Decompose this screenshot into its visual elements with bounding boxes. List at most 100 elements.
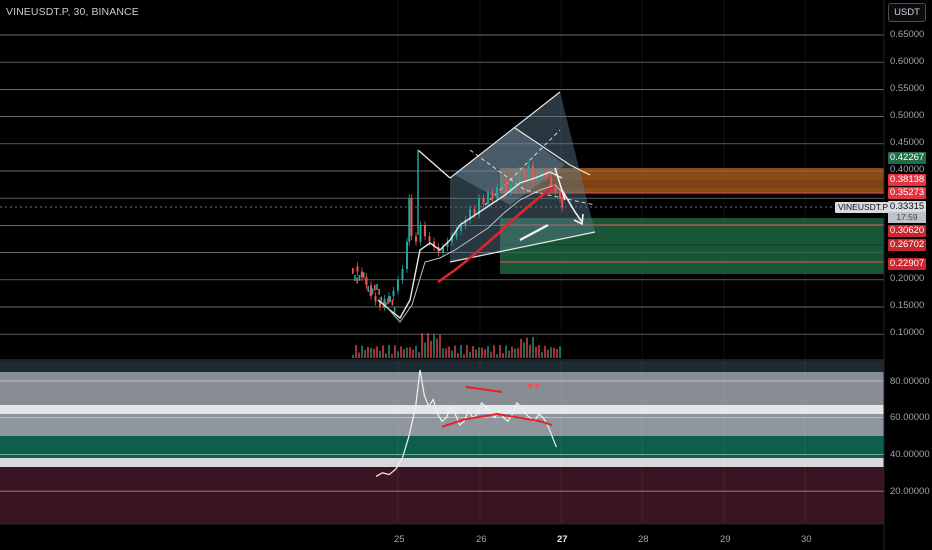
channel-left-wing xyxy=(417,149,451,179)
candle-body xyxy=(419,225,422,242)
volume-bar xyxy=(553,347,555,358)
volume-bar xyxy=(370,348,372,358)
divergence-marker-icon xyxy=(534,384,540,389)
time-axis-label: 30 xyxy=(801,534,812,545)
volume-bar xyxy=(496,354,498,358)
volume-bar xyxy=(517,348,519,358)
volume-bar xyxy=(523,342,525,358)
volume-bar xyxy=(394,345,396,358)
candle-body xyxy=(446,241,449,248)
volume-bar xyxy=(388,345,390,358)
volume-bar xyxy=(511,346,513,358)
volume-bar xyxy=(406,347,408,358)
candle-body xyxy=(424,225,426,237)
oscillator-upper-zone xyxy=(0,372,884,405)
volume-bar xyxy=(358,352,360,358)
volume-bar xyxy=(373,348,375,358)
candle-body xyxy=(541,171,543,177)
early-candle xyxy=(391,299,394,306)
time-axis-label: 28 xyxy=(638,534,649,545)
volume-bar xyxy=(529,344,531,358)
time-axis-label: 25 xyxy=(394,534,405,545)
volume-bar xyxy=(367,347,369,358)
currency-button[interactable]: USDT xyxy=(888,3,926,22)
early-candle xyxy=(378,288,380,295)
early-candle xyxy=(352,268,354,274)
volume-bar xyxy=(502,353,504,358)
bar-countdown: 17:59 xyxy=(888,212,926,223)
early-candle xyxy=(376,284,378,291)
candle-body xyxy=(496,187,498,199)
volume-bar xyxy=(355,345,357,358)
volume-bar xyxy=(556,349,558,358)
volume-bar xyxy=(457,353,459,358)
volume-bar xyxy=(463,354,465,358)
last-price-tag: 0.33315 xyxy=(888,201,926,213)
ma-white xyxy=(377,171,563,320)
candle-body xyxy=(523,171,525,177)
candle-body xyxy=(437,247,440,253)
volume-bar xyxy=(427,333,429,358)
oscillator-white-band xyxy=(0,405,884,414)
volume-bar xyxy=(547,349,549,358)
oscillator-green-zone xyxy=(0,436,884,458)
candle-body xyxy=(410,198,413,237)
symbol-price-label: VINEUSDT.P xyxy=(835,202,892,213)
volume-bar xyxy=(472,346,474,358)
oscillator-lower-white-band xyxy=(0,458,884,467)
oscillator-signal xyxy=(441,413,553,428)
volume-bar xyxy=(364,350,366,358)
take-profit-upper-tag: 0.38138 xyxy=(888,174,926,186)
projection-curve xyxy=(519,223,549,242)
early-candle xyxy=(385,301,387,308)
volume-bar xyxy=(361,345,363,358)
candle-body xyxy=(460,225,462,231)
volume-bar xyxy=(514,348,516,358)
candle-body xyxy=(442,247,444,253)
volume-bar xyxy=(466,345,468,358)
volume-bar xyxy=(397,351,399,358)
volume-bars xyxy=(352,333,561,358)
price-axis-label: 0.10000 xyxy=(890,327,925,338)
volume-bar xyxy=(433,333,435,358)
early-candle xyxy=(393,306,396,313)
stop-loss-lower-tag: 0.22907 xyxy=(888,258,926,270)
ma-red xyxy=(437,184,556,284)
candle-body xyxy=(505,181,507,193)
price-axis-label: 0.40000 xyxy=(890,164,925,175)
candle-body xyxy=(415,236,417,242)
candle-body xyxy=(401,268,404,280)
volume-bar xyxy=(475,349,477,358)
price-axis-label: 0.15000 xyxy=(890,300,925,311)
time-axis-label: 26 xyxy=(476,534,487,545)
volume-bar xyxy=(400,346,402,358)
volume-bar xyxy=(508,350,510,358)
projection-arrow xyxy=(561,189,583,223)
volume-bar xyxy=(532,337,534,358)
volume-bar xyxy=(442,348,444,358)
volume-bar xyxy=(481,347,483,358)
volume-bar xyxy=(403,349,405,358)
candle-body xyxy=(487,192,489,204)
candle-body xyxy=(469,209,471,220)
candle-body xyxy=(383,298,386,307)
volume-bar xyxy=(445,348,447,358)
volume-bar xyxy=(538,345,540,358)
volume-bar xyxy=(487,346,489,358)
volume-bar xyxy=(499,345,501,358)
early-candle xyxy=(354,275,356,282)
channel-pattern xyxy=(450,92,595,262)
volume-bar xyxy=(451,350,453,358)
candle-body xyxy=(518,171,521,182)
candle-body xyxy=(356,266,359,272)
volume-bar xyxy=(448,346,450,358)
candle-body xyxy=(392,290,395,297)
price-axis-label: 0.65000 xyxy=(890,29,925,40)
volume-bar xyxy=(376,346,378,358)
volume-bar xyxy=(460,345,462,358)
symbol-title: VINEUSDT.P, 30, BINANCE xyxy=(6,6,139,18)
candle-body xyxy=(406,241,408,269)
volume-bar xyxy=(382,345,384,358)
candle-body xyxy=(527,165,530,177)
